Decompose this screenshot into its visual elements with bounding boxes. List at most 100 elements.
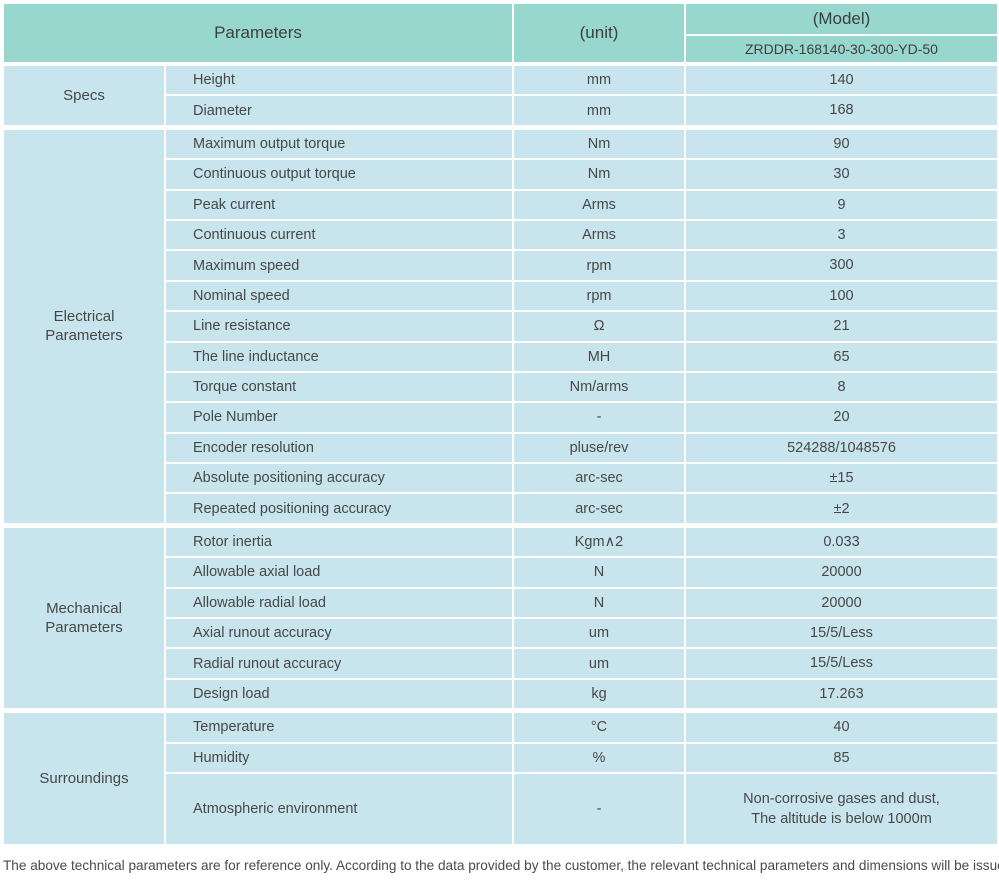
value-cell: 3 xyxy=(684,218,999,252)
unit-cell: % xyxy=(512,741,686,774)
unit-cell: um xyxy=(512,647,686,680)
section-label: Surroundings xyxy=(2,708,166,846)
value-cell: ±15 xyxy=(684,462,999,495)
table-row: Specs Height mm 140 xyxy=(2,61,999,129)
unit-cell: N xyxy=(512,586,686,620)
param-name-cell: Diameter xyxy=(164,94,514,129)
parameters-table: Parameters (unit) (Model) ZRDDR-168140-3… xyxy=(2,2,999,846)
table-row: Continuous current Arms 3 xyxy=(3,218,999,252)
table-row: Atmospheric environment - Non-corrosive ga… xyxy=(3,771,999,846)
unit-cell: N xyxy=(512,556,686,589)
value-cell: 140 xyxy=(684,61,999,97)
unit-cell: Nm xyxy=(512,124,686,161)
param-name-cell: Rotor inertia xyxy=(164,522,514,559)
table-row: Pole Number -20 xyxy=(3,401,999,434)
value-cell: 65 xyxy=(684,340,999,373)
param-name-cell: Line resistance xyxy=(164,310,514,343)
param-name-cell: Allowable radial load xyxy=(164,586,514,620)
unit-cell: um xyxy=(512,617,686,650)
value-cell: 9 xyxy=(684,188,999,221)
unit-cell: mm xyxy=(512,61,686,97)
table-row: Line resistance Ω 21 xyxy=(3,310,999,343)
unit-cell: arc-sec xyxy=(512,492,686,527)
value-cell: ±2 xyxy=(684,492,999,527)
value-cell: 15/5/Less xyxy=(684,647,999,680)
table-row: Radial runout accuracy um 15/5/Less xyxy=(3,647,999,680)
section-label: Mechanical Parameters xyxy=(2,522,166,712)
param-name-cell: Pole Number xyxy=(164,401,514,434)
param-name-cell: Continuous output torque xyxy=(164,158,514,191)
param-name-cell: Peak current xyxy=(164,188,514,221)
param-name-cell: Torque constant xyxy=(164,370,514,404)
table-row: Maximum speed rpm 300 xyxy=(3,249,999,282)
value-cell: 8 xyxy=(684,370,999,404)
param-name-cell: Maximum speed xyxy=(164,249,514,282)
value-cell: 0.033 xyxy=(684,522,999,559)
header-row-2: ZRDDR-168140-30-300-YD-50 xyxy=(3,34,999,65)
value-cell: 30 xyxy=(684,158,999,191)
unit-cell: °C xyxy=(512,708,686,744)
unit-cell: Kgm∧2 xyxy=(512,522,686,559)
section-label: Specs xyxy=(2,61,166,129)
param-name-cell: Height xyxy=(164,61,514,97)
param-name-cell: Temperature xyxy=(164,708,514,744)
value-cell: 300 xyxy=(684,249,999,282)
unit-cell: rpm xyxy=(512,249,686,282)
param-name-cell: Repeated positioning accuracy xyxy=(164,492,514,527)
unit-cell: Ω xyxy=(512,310,686,343)
unit-column-header: (unit) xyxy=(512,2,686,65)
unit-cell: Arms xyxy=(512,188,686,221)
table-row: Mechanical Parameters Rotor inertia Kgm∧2 0… xyxy=(2,522,999,712)
param-name-cell: Radial runout accuracy xyxy=(164,647,514,680)
unit-cell: kg xyxy=(512,677,686,712)
param-name-cell: Nominal speed xyxy=(164,279,514,313)
param-name-cell: Maximum output torque xyxy=(164,124,514,161)
param-name-cell: Continuous current xyxy=(164,218,514,252)
footnote: The above technical parameters are for r… xyxy=(3,857,999,873)
unit-cell: - xyxy=(512,401,686,434)
table-header: Parameters (unit) (Model) ZRDDR-168140-3… xyxy=(2,2,999,65)
value-cell: 17.263 xyxy=(684,677,999,712)
model-column-header: (Model) xyxy=(684,2,999,36)
value-cell: 90 xyxy=(684,124,999,161)
table-row: Design load kg 17.263 xyxy=(3,677,999,712)
value-cell: 524288/1048576 xyxy=(684,431,999,465)
unit-cell: pluse/rev xyxy=(512,431,686,465)
param-name-cell: Axial runout accuracy xyxy=(164,617,514,650)
unit-cell: mm xyxy=(512,94,686,129)
param-name-cell: Atmospheric environment xyxy=(164,771,514,846)
table-row: The line inductance MH 65 xyxy=(3,340,999,373)
section-label: Electrical Parameters xyxy=(2,124,166,527)
param-name-cell: Design load xyxy=(164,677,514,712)
table-row: Torque constant Nm/arms 8 xyxy=(3,370,999,404)
param-name-cell: Absolute positioning accuracy xyxy=(164,462,514,495)
table-row: Allowable axial load N 20000 xyxy=(3,556,999,589)
param-name-cell: The line inductance xyxy=(164,340,514,373)
param-name-cell: Allowable axial load xyxy=(164,556,514,589)
unit-cell: Nm/arms xyxy=(512,370,686,404)
table-body: Specs Height mm 140 Diameter mm 168 Electrical … xyxy=(2,61,999,846)
table-row: Absolute positioning accuracy arc-sec ±15 xyxy=(3,462,999,495)
value-cell: 15/5/Less xyxy=(684,617,999,650)
table-row: Peak current Arms 9 xyxy=(3,188,999,221)
param-name-cell: Encoder resolution xyxy=(164,431,514,465)
unit-cell: arc-sec xyxy=(512,462,686,495)
unit-cell: rpm xyxy=(512,279,686,313)
table-row: Axial runout accuracy um 15/5/Less xyxy=(3,617,999,650)
table-row: Allowable radial load N 20000 xyxy=(3,586,999,620)
table-row: Nominal speed rpm 100 xyxy=(3,279,999,313)
unit-cell: - xyxy=(512,771,686,846)
table-row: Humidity% 85 xyxy=(3,741,999,774)
table-row: Electrical Parameters Maximum output torq… xyxy=(2,124,999,527)
table-row: Diameter mm 168 xyxy=(3,94,999,129)
value-cell: 168 xyxy=(684,94,999,129)
value-cell: 20 xyxy=(684,401,999,434)
table-row: Encoder resolution pluse/rev 524288/104857… xyxy=(3,431,999,465)
value-cell: 40 xyxy=(684,708,999,744)
table-row: Continuous output torque Nm 30 xyxy=(3,158,999,191)
table-row: Repeated positioning accuracy arc-sec ±2 xyxy=(3,492,999,527)
value-cell: 100 xyxy=(684,279,999,313)
header-row-1: Parameters (unit) (Model) xyxy=(2,2,999,65)
parameters-column-header: Parameters xyxy=(2,2,514,65)
